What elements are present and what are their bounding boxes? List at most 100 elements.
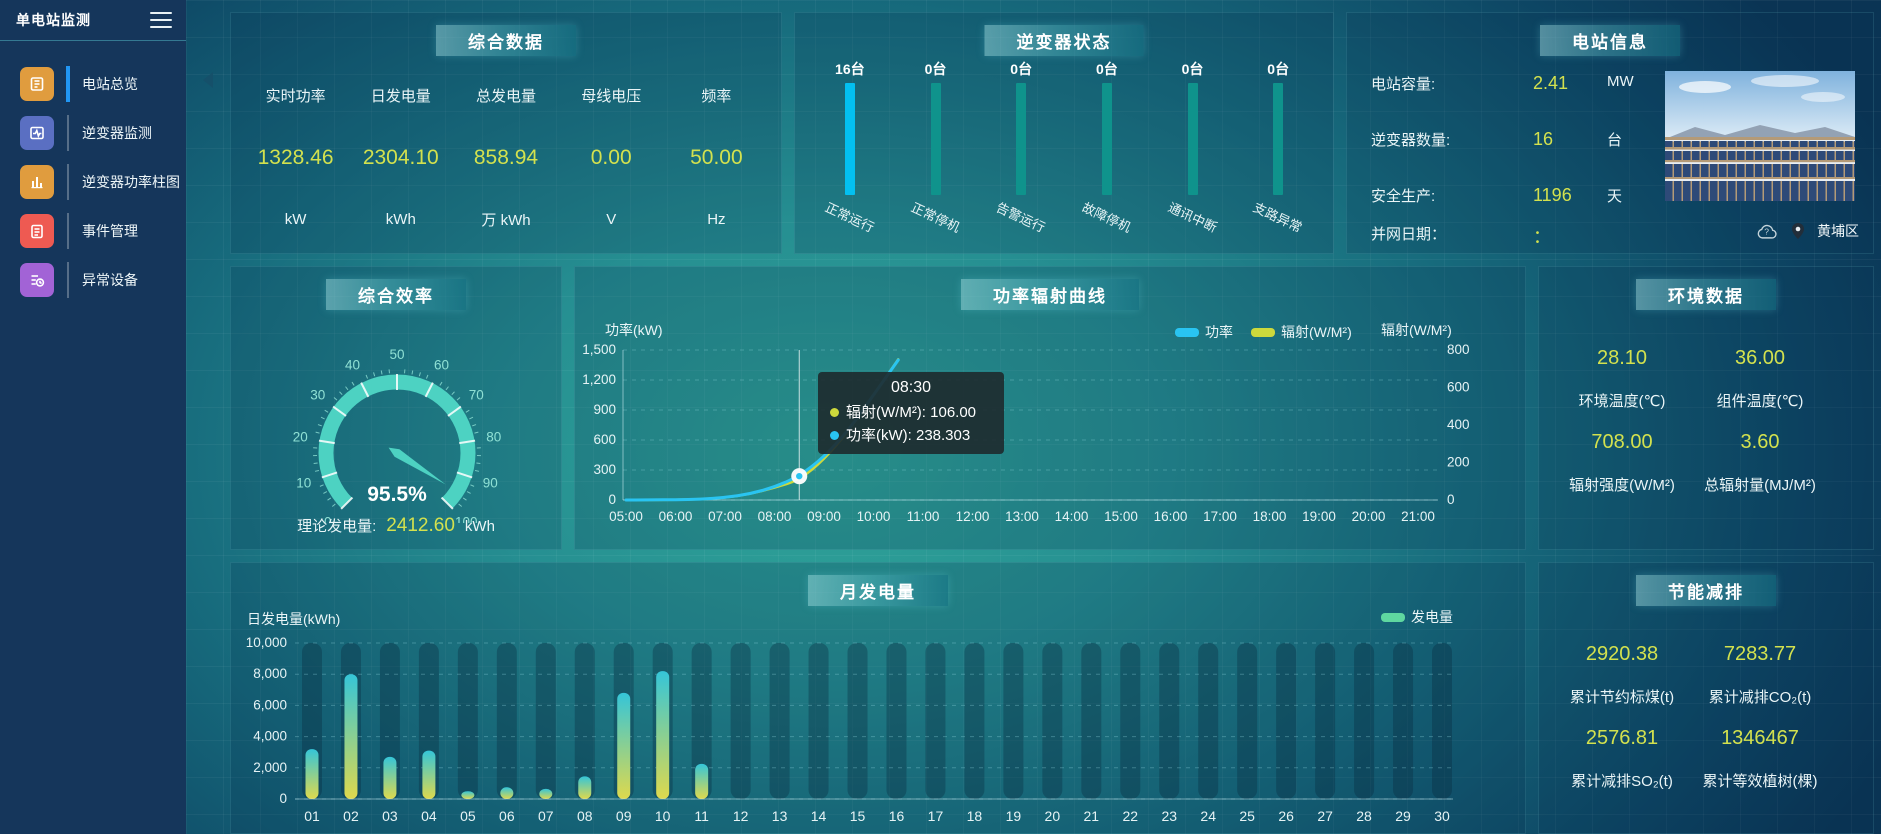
efficiency-gauge-chart[interactable]: 0 10 20 30 40 50 60 70 80 90 100 95.5% — [231, 301, 563, 523]
legend-item-power[interactable]: 功率 — [1175, 322, 1233, 342]
dashboard-background — [186, 0, 1881, 834]
metric-label: 累计节约标煤(t) — [1569, 688, 1675, 706]
sidebar-item-inverter-power-bars[interactable]: 逆变器功率柱图 — [0, 157, 186, 206]
inverter-bar — [1187, 83, 1198, 195]
svg-text:0: 0 — [1447, 492, 1455, 507]
right-axis-title: 辐射(W/M²) — [1381, 322, 1452, 338]
svg-text:07: 07 — [538, 808, 554, 824]
svg-text:07:00: 07:00 — [708, 509, 742, 524]
svg-text:21: 21 — [1084, 808, 1100, 824]
svg-text:05: 05 — [460, 808, 476, 824]
panel-title: 逆变器状态 — [984, 25, 1144, 56]
metric-value: 28.10 — [1596, 346, 1648, 369]
station-photo — [1665, 71, 1855, 201]
sidebar-item-label: 事件管理 — [82, 222, 138, 239]
svg-text:10:00: 10:00 — [857, 509, 891, 524]
menu-toggle-icon[interactable] — [150, 12, 172, 28]
inverter-status-column: 0台 正常停机 — [893, 59, 979, 247]
metric-unit: 万 kWh — [481, 211, 531, 229]
svg-text:60: 60 — [434, 358, 449, 373]
svg-text:06:00: 06:00 — [659, 509, 693, 524]
metric-value: 2576.81 — [1585, 726, 1659, 749]
metric-value: 858.94 — [473, 146, 539, 169]
sidebar-item-event-management[interactable]: 事件管理 — [0, 206, 186, 255]
svg-text:13: 13 — [772, 808, 788, 824]
svg-text:08:00: 08:00 — [758, 509, 792, 524]
legend-label: 功率 — [1205, 324, 1233, 340]
metric-label: 日发电量 — [370, 87, 431, 105]
sidebar-item-inverter-monitor[interactable]: 逆变器监测 — [0, 108, 186, 157]
panel-energy-savings: 节能减排 2920.38 7283.77 累计节约标煤(t) 累计减排CO₂(t… — [1538, 562, 1874, 834]
tooltip-row: 功率(kW): 238.303 — [830, 424, 992, 447]
power-radiation-chart[interactable]: 0 300 600 900 1,200 1,500 0 200 400 600 800 05:00 06… — [575, 267, 1527, 551]
info-value: 16 — [1533, 129, 1554, 149]
chart-legend: 发电量 — [1381, 607, 1453, 627]
metric-label: 累计等效植树(棵) — [1702, 772, 1818, 790]
svg-text:600: 600 — [593, 432, 616, 447]
footer-value: 2412.60 — [386, 515, 455, 536]
metric-value: 708.00 — [1591, 430, 1653, 453]
inverter-status-chart[interactable]: 16台 正常运行 0台 正常停机 0台 告警运行 0台 故障停机 0台 通讯中断 0台 支路异常 — [807, 59, 1321, 247]
svg-text:12:00: 12:00 — [956, 509, 990, 524]
savings-metrics: 2920.38 7283.77 累计节约标煤(t) 累计减排CO₂(t) 257… — [1553, 633, 1829, 801]
sidebar-item-abnormal-devices[interactable]: 异常设备 — [0, 255, 186, 304]
svg-text:90: 90 — [483, 475, 498, 490]
svg-text:40: 40 — [345, 358, 360, 373]
panel-title: 功率辐射曲线 — [961, 279, 1139, 310]
radiation-dot — [830, 408, 839, 417]
svg-text:28: 28 — [1356, 808, 1372, 824]
legend-swatch — [1251, 327, 1275, 337]
metric-label: 累计减排SO₂(t) — [1571, 772, 1673, 790]
svg-text:70: 70 — [469, 387, 484, 402]
svg-text:80: 80 — [486, 430, 501, 445]
info-unit: 台 — [1607, 132, 1623, 149]
metric-value: 7283.77 — [1723, 642, 1797, 665]
app-title: 单电站监测 — [16, 12, 91, 28]
inverter-status-column: 16台 正常运行 — [807, 59, 893, 247]
theoretical-generation: 理论发电量: 2412.60 kWh — [231, 515, 561, 537]
legend-label: 发电量 — [1411, 609, 1453, 625]
location-pin-icon[interactable] — [1791, 222, 1805, 240]
footer-label: 理论发电量: — [297, 518, 377, 535]
svg-text:0: 0 — [608, 492, 616, 507]
metric-label: 组件温度(℃) — [1716, 392, 1804, 410]
sidebar-item-station-overview[interactable]: 电站总览 — [0, 59, 186, 108]
svg-text:09: 09 — [616, 808, 632, 824]
inverter-count: 0台 — [1181, 61, 1204, 77]
panel-title: 综合数据 — [436, 25, 576, 56]
svg-text:02: 02 — [343, 808, 359, 824]
station-info-row: 并网日期： ： — [1347, 223, 1873, 249]
svg-text:8,000: 8,000 — [253, 666, 287, 681]
legend-item-radiation[interactable]: 辐射(W/M²) — [1251, 322, 1352, 342]
metric-value: 50.00 — [690, 146, 743, 169]
svg-text:18:00: 18:00 — [1253, 509, 1287, 524]
svg-text:21:00: 21:00 — [1401, 509, 1435, 524]
summary-metrics: 实时功率 1328.46 kW 日发电量 2304.10 kWh 总发电量 85… — [243, 67, 769, 243]
legend-item-generation[interactable]: 发电量 — [1381, 607, 1453, 627]
summary-metric: 母线电压 0.00 V — [559, 67, 664, 245]
abnormal-icon — [20, 262, 54, 297]
info-value: 1196 — [1533, 185, 1572, 205]
svg-text:20: 20 — [1045, 808, 1061, 824]
metric-label: 环境温度(℃) — [1578, 392, 1666, 410]
summary-metric: 日发电量 2304.10 kWh — [348, 67, 453, 245]
svg-text:23: 23 — [1161, 808, 1177, 824]
info-value: ： — [1533, 227, 1551, 247]
weather-cloud-icon[interactable]: ? — [1755, 223, 1779, 240]
panel-summary-data: 综合数据 实时功率 1328.46 kW 日发电量 2304.10 kWh 总发… — [230, 12, 782, 254]
panel-inverter-status: 逆变器状态 16台 正常运行 0台 正常停机 0台 告警运行 0台 故障停机 0台 通讯中断 0台支… — [794, 12, 1334, 254]
svg-text:13:00: 13:00 — [1005, 509, 1039, 524]
inverter-category: 支路异常 — [1251, 199, 1305, 236]
monthly-generation-chart[interactable]: 0 2,000 4,000 6,000 8,000 10,000 01 02 03 04 05 06 0… — [231, 563, 1527, 834]
svg-text:2,000: 2,000 — [253, 760, 287, 775]
inverter-status-column: 0台 故障停机 — [1064, 59, 1150, 247]
svg-text:1,200: 1,200 — [582, 372, 616, 387]
station-location: 黄埔区 — [1817, 223, 1859, 239]
inverter-status-column: 0台通讯中断 — [1150, 59, 1236, 247]
info-unit: 天 — [1607, 188, 1623, 205]
sidebar-collapse-arrow[interactable] — [203, 72, 213, 88]
overview-icon — [20, 66, 54, 101]
panel-title: 环境数据 — [1636, 279, 1776, 310]
sidebar-item-label: 逆变器监测 — [82, 124, 152, 141]
inverter-category: 通讯中断 — [1165, 199, 1219, 236]
